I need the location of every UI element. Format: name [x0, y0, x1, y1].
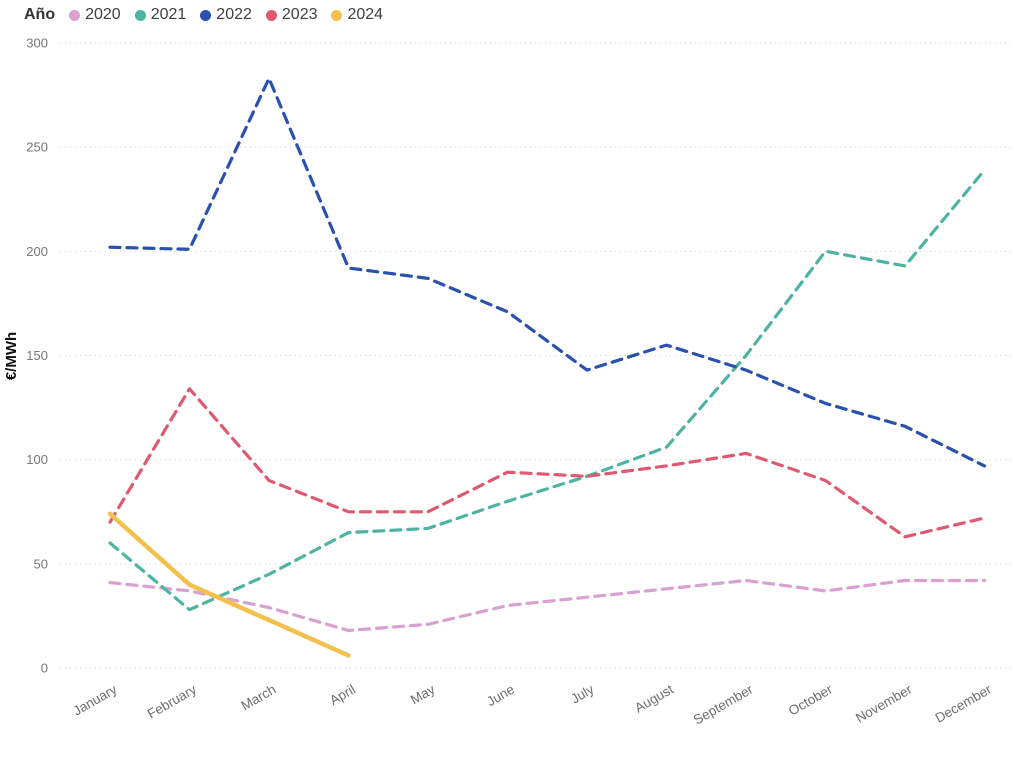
series-line-2024[interactable]	[107, 511, 351, 658]
y-axis-ticks: 0 50 100 150 200 250 300	[26, 36, 48, 676]
x-axis-tick-label: August	[632, 681, 676, 715]
series-line-2023[interactable]	[108, 387, 987, 539]
y-axis-tick-label: 150	[26, 348, 48, 363]
legend-dot-icon	[200, 9, 212, 21]
legend-item-label: 2022	[216, 6, 252, 23]
legend-dot-icon	[331, 9, 343, 21]
x-axis-tick-label: January	[70, 681, 119, 718]
series-line-2020[interactable]	[108, 578, 987, 633]
legend-dot-icon	[134, 9, 146, 21]
y-axis-tick-label: 300	[26, 36, 48, 51]
y-axis-tick-label: 250	[26, 140, 48, 155]
legend-dot-icon	[69, 9, 81, 21]
series-line-2022[interactable]	[108, 76, 987, 468]
y-axis-tick-label: 0	[41, 661, 48, 676]
x-axis-tick-label: March	[239, 682, 279, 714]
legend-title: Año	[24, 6, 56, 23]
legend-item-2020[interactable]: 2020	[69, 6, 121, 24]
legend-item-label: 2024	[347, 6, 384, 23]
x-axis-tick-label: December	[933, 681, 995, 725]
y-axis-tick-label: 100	[26, 452, 48, 467]
legend-item-2024[interactable]: 2024	[331, 6, 383, 24]
legend-item-label: 2020	[85, 6, 121, 23]
x-axis-tick-label: July	[568, 681, 597, 706]
x-axis-ticks: January February March April May June July Augu…	[70, 681, 994, 727]
x-axis-tick-label: October	[786, 681, 836, 718]
legend-item-2021[interactable]: 2021	[134, 6, 187, 24]
legend-item-2022[interactable]: 2022	[200, 6, 252, 24]
x-axis-tick-label: June	[484, 682, 517, 710]
legend-item-label: 2023	[281, 6, 318, 23]
x-axis-tick-label: November	[853, 681, 915, 725]
y-axis-title: €/MWh	[3, 332, 20, 380]
legend-dot-icon	[265, 9, 277, 21]
series-line-2021[interactable]	[108, 168, 987, 612]
gridlines	[60, 42, 1014, 669]
x-axis-tick-label: February	[145, 681, 199, 721]
chart-legend: Año 2020 2021 2022 2023 2024	[24, 6, 383, 24]
x-axis-tick-label: September	[691, 681, 756, 727]
legend-item-2023[interactable]: 2023	[265, 6, 318, 24]
x-axis-tick-label: April	[327, 682, 358, 708]
y-axis-tick-label: 200	[26, 244, 48, 259]
legend-item-label: 2021	[150, 6, 187, 23]
y-axis-tick-label: 50	[34, 556, 48, 571]
series-lines	[107, 76, 987, 658]
x-axis-tick-label: May	[408, 681, 438, 707]
